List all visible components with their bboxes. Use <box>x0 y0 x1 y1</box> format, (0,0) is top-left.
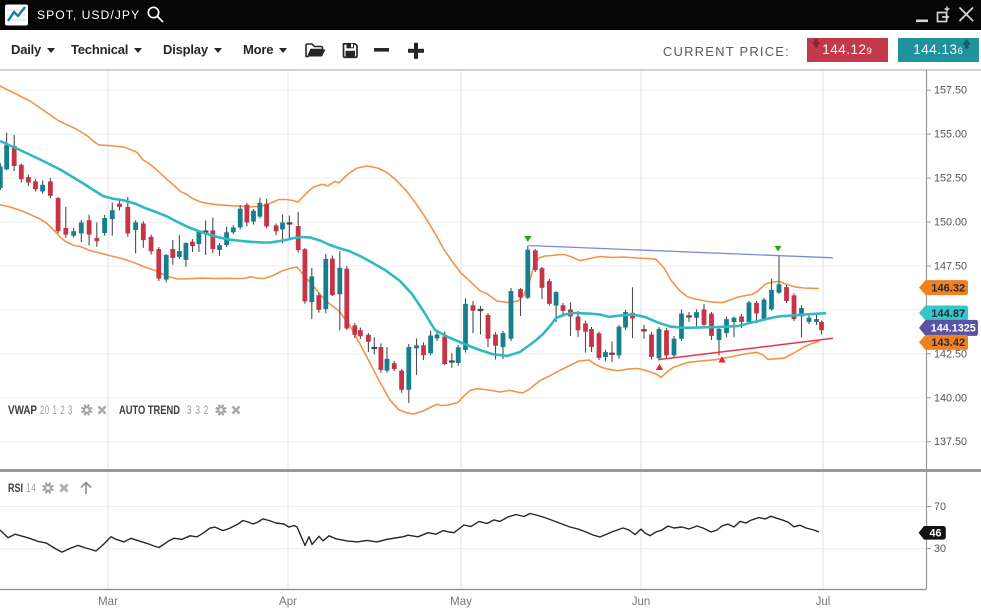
svg-text:14: 14 <box>26 483 36 495</box>
svg-text:157.50: 157.50 <box>934 85 967 97</box>
svg-text:150.00: 150.00 <box>934 217 967 229</box>
svg-text:147.50: 147.50 <box>934 260 967 272</box>
svg-text:144.87: 144.87 <box>931 308 965 320</box>
svg-text:Jul: Jul <box>816 596 831 608</box>
svg-text:Apr: Apr <box>279 596 297 608</box>
svg-text:46: 46 <box>930 528 942 540</box>
svg-text:May: May <box>450 596 472 608</box>
svg-text:AUTO TREND: AUTO TREND <box>119 405 180 417</box>
svg-text:30: 30 <box>934 543 946 555</box>
svg-text:Jun: Jun <box>632 596 651 608</box>
svg-text:70: 70 <box>934 501 946 513</box>
svg-text:137.50: 137.50 <box>934 436 967 448</box>
svg-text:142.50: 142.50 <box>934 348 967 360</box>
svg-text:144.1325: 144.1325 <box>931 323 976 335</box>
svg-text:143.42: 143.42 <box>931 337 965 349</box>
svg-text:Mar: Mar <box>98 596 118 608</box>
svg-text:155.00: 155.00 <box>934 129 967 141</box>
svg-text:20 1 2 3: 20 1 2 3 <box>40 405 73 417</box>
svg-text:RSI: RSI <box>8 483 23 495</box>
svg-text:VWAP: VWAP <box>8 405 37 417</box>
svg-text:152.50: 152.50 <box>934 173 967 185</box>
svg-text:140.00: 140.00 <box>934 392 967 404</box>
svg-text:3 3 2: 3 3 2 <box>187 405 209 417</box>
svg-text:146.32: 146.32 <box>931 282 965 294</box>
